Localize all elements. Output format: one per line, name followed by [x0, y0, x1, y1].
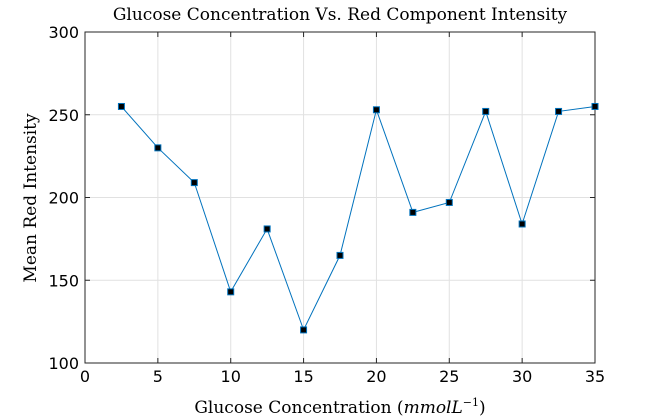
data-point	[555, 107, 563, 115]
x-tick-label: 0	[80, 367, 90, 386]
x-tick-label: 35	[585, 367, 605, 386]
data-point	[409, 208, 417, 216]
y-tick-label: 300	[48, 23, 79, 42]
data-point	[336, 251, 344, 259]
data-point	[117, 102, 125, 110]
x-tick-label: 10	[221, 367, 241, 386]
chart-title: Glucose Concentration Vs. Red Component …	[113, 5, 568, 25]
data-point	[445, 198, 453, 206]
x-tick-label: 20	[366, 367, 386, 386]
data-points	[117, 102, 599, 334]
grid	[84, 31, 596, 364]
y-tick-label: 250	[48, 106, 79, 125]
data-point	[372, 106, 380, 114]
x-axis-unit-exponent: −1	[463, 396, 479, 409]
data-point	[482, 107, 490, 115]
data-point	[591, 102, 599, 110]
y-tick-label: 150	[48, 271, 79, 290]
y-tick-label: 100	[48, 354, 79, 373]
data-point	[190, 179, 198, 187]
x-tick-label: 30	[512, 367, 532, 386]
data-point	[263, 225, 271, 233]
data-point	[227, 288, 235, 296]
data-point	[300, 326, 308, 334]
data-point	[154, 144, 162, 152]
x-tick-label: 5	[153, 367, 163, 386]
data-point	[518, 220, 526, 228]
y-tick-label: 200	[48, 189, 79, 208]
series-line	[121, 106, 596, 332]
x-axis-label: Glucose Concentration (mmolL−1)	[194, 396, 485, 418]
x-axis-unit: mmolL	[404, 398, 463, 418]
x-tick-label: 25	[439, 367, 459, 386]
x-tick-label: 15	[293, 367, 313, 386]
x-axis-label-text: Glucose Concentration	[194, 398, 391, 418]
y-axis-label: Mean Red Intensity	[21, 113, 41, 283]
tick-labels: 0 5 10 15 20 25 30 35 100 150 200 250 300	[48, 23, 605, 386]
